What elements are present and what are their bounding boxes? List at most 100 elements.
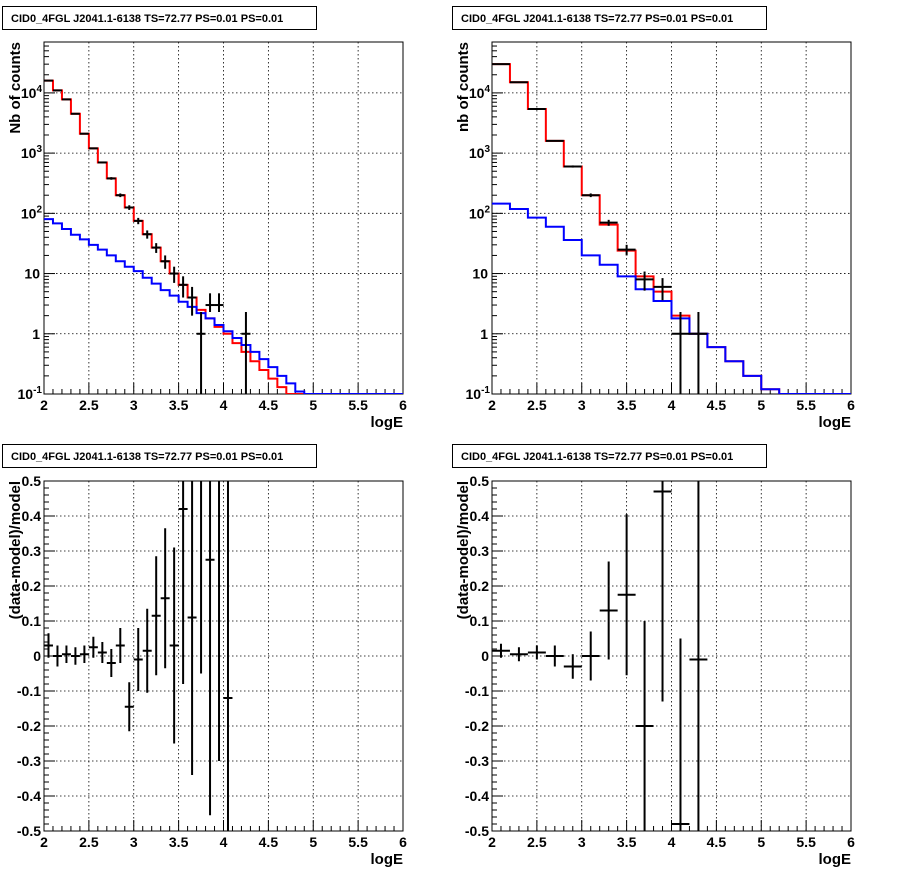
data-point [617, 244, 636, 256]
data-point [61, 98, 71, 101]
x-tick-label: 3 [578, 834, 586, 850]
data-point [88, 147, 98, 150]
data-point [545, 139, 564, 142]
y-tick-label: 0.1 [470, 613, 490, 629]
plot-content [44, 79, 403, 394]
data-point [106, 649, 116, 677]
data-point [563, 165, 582, 168]
x-tick-label: 3.5 [169, 834, 189, 850]
x-tick-label: 5 [309, 834, 317, 850]
data-point [205, 293, 215, 312]
y-tick-label: -0.2 [465, 718, 489, 734]
data-point [160, 255, 170, 269]
data-point [635, 621, 654, 831]
x-tick-label: 3 [578, 397, 586, 413]
y-tick-label: 0.5 [22, 473, 42, 489]
data-point [527, 645, 546, 660]
x-tick-label: 3 [130, 834, 138, 850]
data-point [106, 177, 116, 180]
y-tick-label: -0.4 [17, 788, 41, 804]
data-point [160, 528, 170, 669]
data-point [151, 243, 161, 253]
x-axis-label: logE [371, 414, 404, 431]
data-point [124, 205, 134, 210]
x-tick-label: 4.5 [259, 397, 279, 413]
data-point [599, 219, 618, 226]
data-point [169, 266, 179, 283]
y-tick-label: 0.2 [22, 578, 42, 594]
data-point [689, 481, 708, 831]
x-tick-label: 4 [668, 397, 676, 413]
data-point [689, 311, 708, 394]
data-point [142, 230, 152, 239]
data-point [653, 481, 672, 702]
plot-content [44, 481, 233, 831]
x-tick-label: 3.5 [169, 397, 189, 413]
y-tick-label: 10 [24, 266, 40, 282]
x-tick-label: 3.5 [617, 834, 637, 850]
y-axis-label: nb of counts [455, 42, 472, 132]
x-tick-label: 4 [668, 834, 676, 850]
data-point [79, 132, 89, 135]
y-tick-label: 103 [21, 144, 43, 161]
y-tick-label: 10-1 [466, 385, 491, 402]
data-point [151, 556, 161, 676]
x-tick-label: 6 [399, 397, 407, 413]
x-tick-label: 6 [847, 397, 855, 413]
x-tick-label: 4 [220, 397, 228, 413]
x-tick-label: 2 [40, 397, 48, 413]
data-point [133, 217, 143, 225]
y-tick-label: -0.2 [17, 718, 41, 734]
y-tick-label: 0.1 [22, 613, 42, 629]
y-tick-label: -0.1 [465, 683, 489, 699]
x-axis-label: logE [371, 851, 404, 868]
x-tick-label: 5.5 [796, 834, 816, 850]
x-tick-label: 3 [130, 397, 138, 413]
y-axis-label: (data-model)/model [7, 481, 24, 619]
y-tick-label: -0.3 [17, 753, 41, 769]
x-tick-label: 5 [757, 834, 765, 850]
y-tick-label: 104 [21, 84, 43, 101]
chart-title: CID0_4FGL J2041.1-6138 TS=72.77 PS=0.01 … [452, 6, 767, 30]
data-point [52, 645, 62, 667]
chart-title: CID0_4FGL J2041.1-6138 TS=72.77 PS=0.01 … [2, 444, 317, 468]
x-tick-label: 2.5 [527, 397, 547, 413]
y-tick-label: -0.4 [465, 788, 489, 804]
y-tick-label: -0.5 [465, 823, 489, 839]
x-tick-label: 5 [309, 397, 317, 413]
chart-counts-right: 2 2.5 3 3.5 4 4.5 5 5.5 6 10-1 1 10 102 103 104 logE nb … [455, 41, 855, 431]
data-point [44, 633, 53, 658]
data-point [545, 645, 564, 667]
x-tick-label: 2.5 [527, 834, 547, 850]
data-point [133, 628, 143, 691]
x-tick-label: 6 [399, 834, 407, 850]
y-tick-label: 10 [472, 266, 488, 282]
pad-residuals-right: CID0_4FGL J2041.1-6138 TS=72.77 PS=0.01 … [449, 438, 898, 875]
data-point [581, 631, 600, 681]
chart-residuals-right: 2 2.5 3 3.5 4 4.5 5 5.5 6 -0.5 -0.4 -0.3 -0.2 -0.1 0 0.… [455, 473, 855, 868]
data-point [653, 278, 672, 301]
data-point [492, 643, 510, 658]
x-tick-label: 4.5 [707, 397, 727, 413]
y-axis-label: Nb of counts [7, 42, 24, 134]
data-point [97, 642, 107, 663]
x-tick-label: 2.5 [79, 834, 99, 850]
data-point [115, 193, 125, 198]
x-tick-label: 2.5 [79, 397, 99, 413]
x-tick-label: 5.5 [796, 397, 816, 413]
x-axis-label: logE [819, 851, 852, 868]
data-point [79, 645, 89, 663]
y-tick-label: -0.5 [17, 823, 41, 839]
data-point [581, 193, 600, 198]
y-tick-label: 0.4 [22, 508, 42, 524]
data-point [142, 608, 152, 693]
x-axis-label: logE [819, 414, 852, 431]
data-point [115, 628, 125, 663]
y-tick-label: 0.2 [470, 578, 490, 594]
pad-counts-left: CID0_4FGL J2041.1-6138 TS=72.77 PS=0.01 … [0, 0, 449, 438]
series-line-total [44, 79, 403, 394]
x-tick-label: 4.5 [707, 834, 727, 850]
y-tick-label: 0 [481, 648, 489, 664]
data-point [61, 645, 71, 663]
data-point [635, 271, 654, 291]
